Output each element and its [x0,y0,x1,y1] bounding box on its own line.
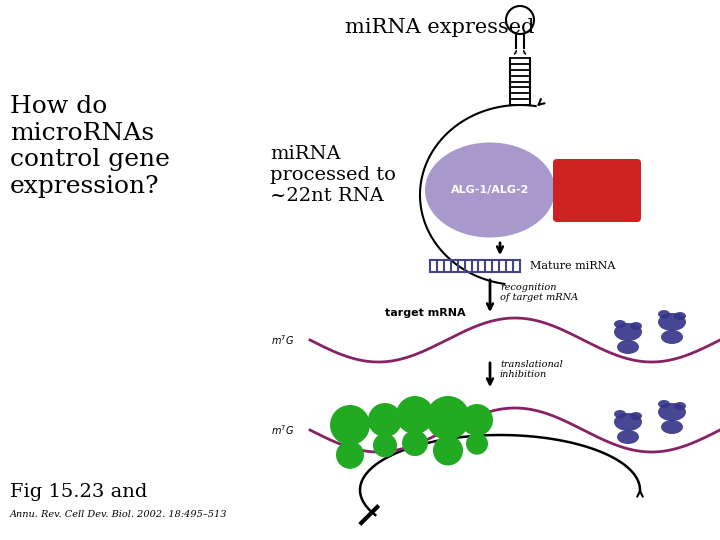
Ellipse shape [674,402,686,410]
Ellipse shape [658,400,670,408]
Ellipse shape [658,403,686,421]
Ellipse shape [617,430,639,444]
Text: ALG-1/ALG-2: ALG-1/ALG-2 [451,185,529,195]
FancyBboxPatch shape [553,159,641,222]
Ellipse shape [661,330,683,344]
Text: target mRNA: target mRNA [385,308,466,318]
Ellipse shape [658,313,686,331]
Text: translational
inhibition: translational inhibition [500,360,563,380]
Text: DCR-1: DCR-1 [573,183,621,197]
Circle shape [402,430,428,456]
Circle shape [396,396,434,434]
Text: $m^7G$: $m^7G$ [271,423,295,437]
Ellipse shape [614,323,642,341]
Circle shape [368,403,402,437]
Ellipse shape [658,310,670,318]
Circle shape [373,434,397,457]
Text: $m^7G$: $m^7G$ [271,333,295,347]
Ellipse shape [614,413,642,431]
Text: Mature miRNA: Mature miRNA [530,261,616,271]
Text: How do
microRNAs
control gene
expression?: How do microRNAs control gene expression… [10,95,170,198]
Ellipse shape [617,340,639,354]
Ellipse shape [630,322,642,330]
Text: miRNA
processed to
~22nt RNA: miRNA processed to ~22nt RNA [270,145,396,205]
Text: recognition
of target mRNA: recognition of target mRNA [500,283,578,302]
Text: Fig 15.23 and: Fig 15.23 and [10,483,148,501]
Ellipse shape [674,312,686,320]
Text: miRNA expressed: miRNA expressed [345,18,534,37]
Circle shape [466,433,488,455]
Circle shape [336,441,364,469]
Ellipse shape [661,420,683,434]
Ellipse shape [614,320,626,328]
Circle shape [330,405,370,445]
Circle shape [433,435,463,465]
Text: Annu. Rev. Cell Dev. Biol. 2002. 18:495–513: Annu. Rev. Cell Dev. Biol. 2002. 18:495–… [10,510,228,519]
Ellipse shape [614,410,626,418]
Ellipse shape [425,143,555,238]
Circle shape [461,404,493,436]
Circle shape [426,396,470,440]
Ellipse shape [630,412,642,420]
